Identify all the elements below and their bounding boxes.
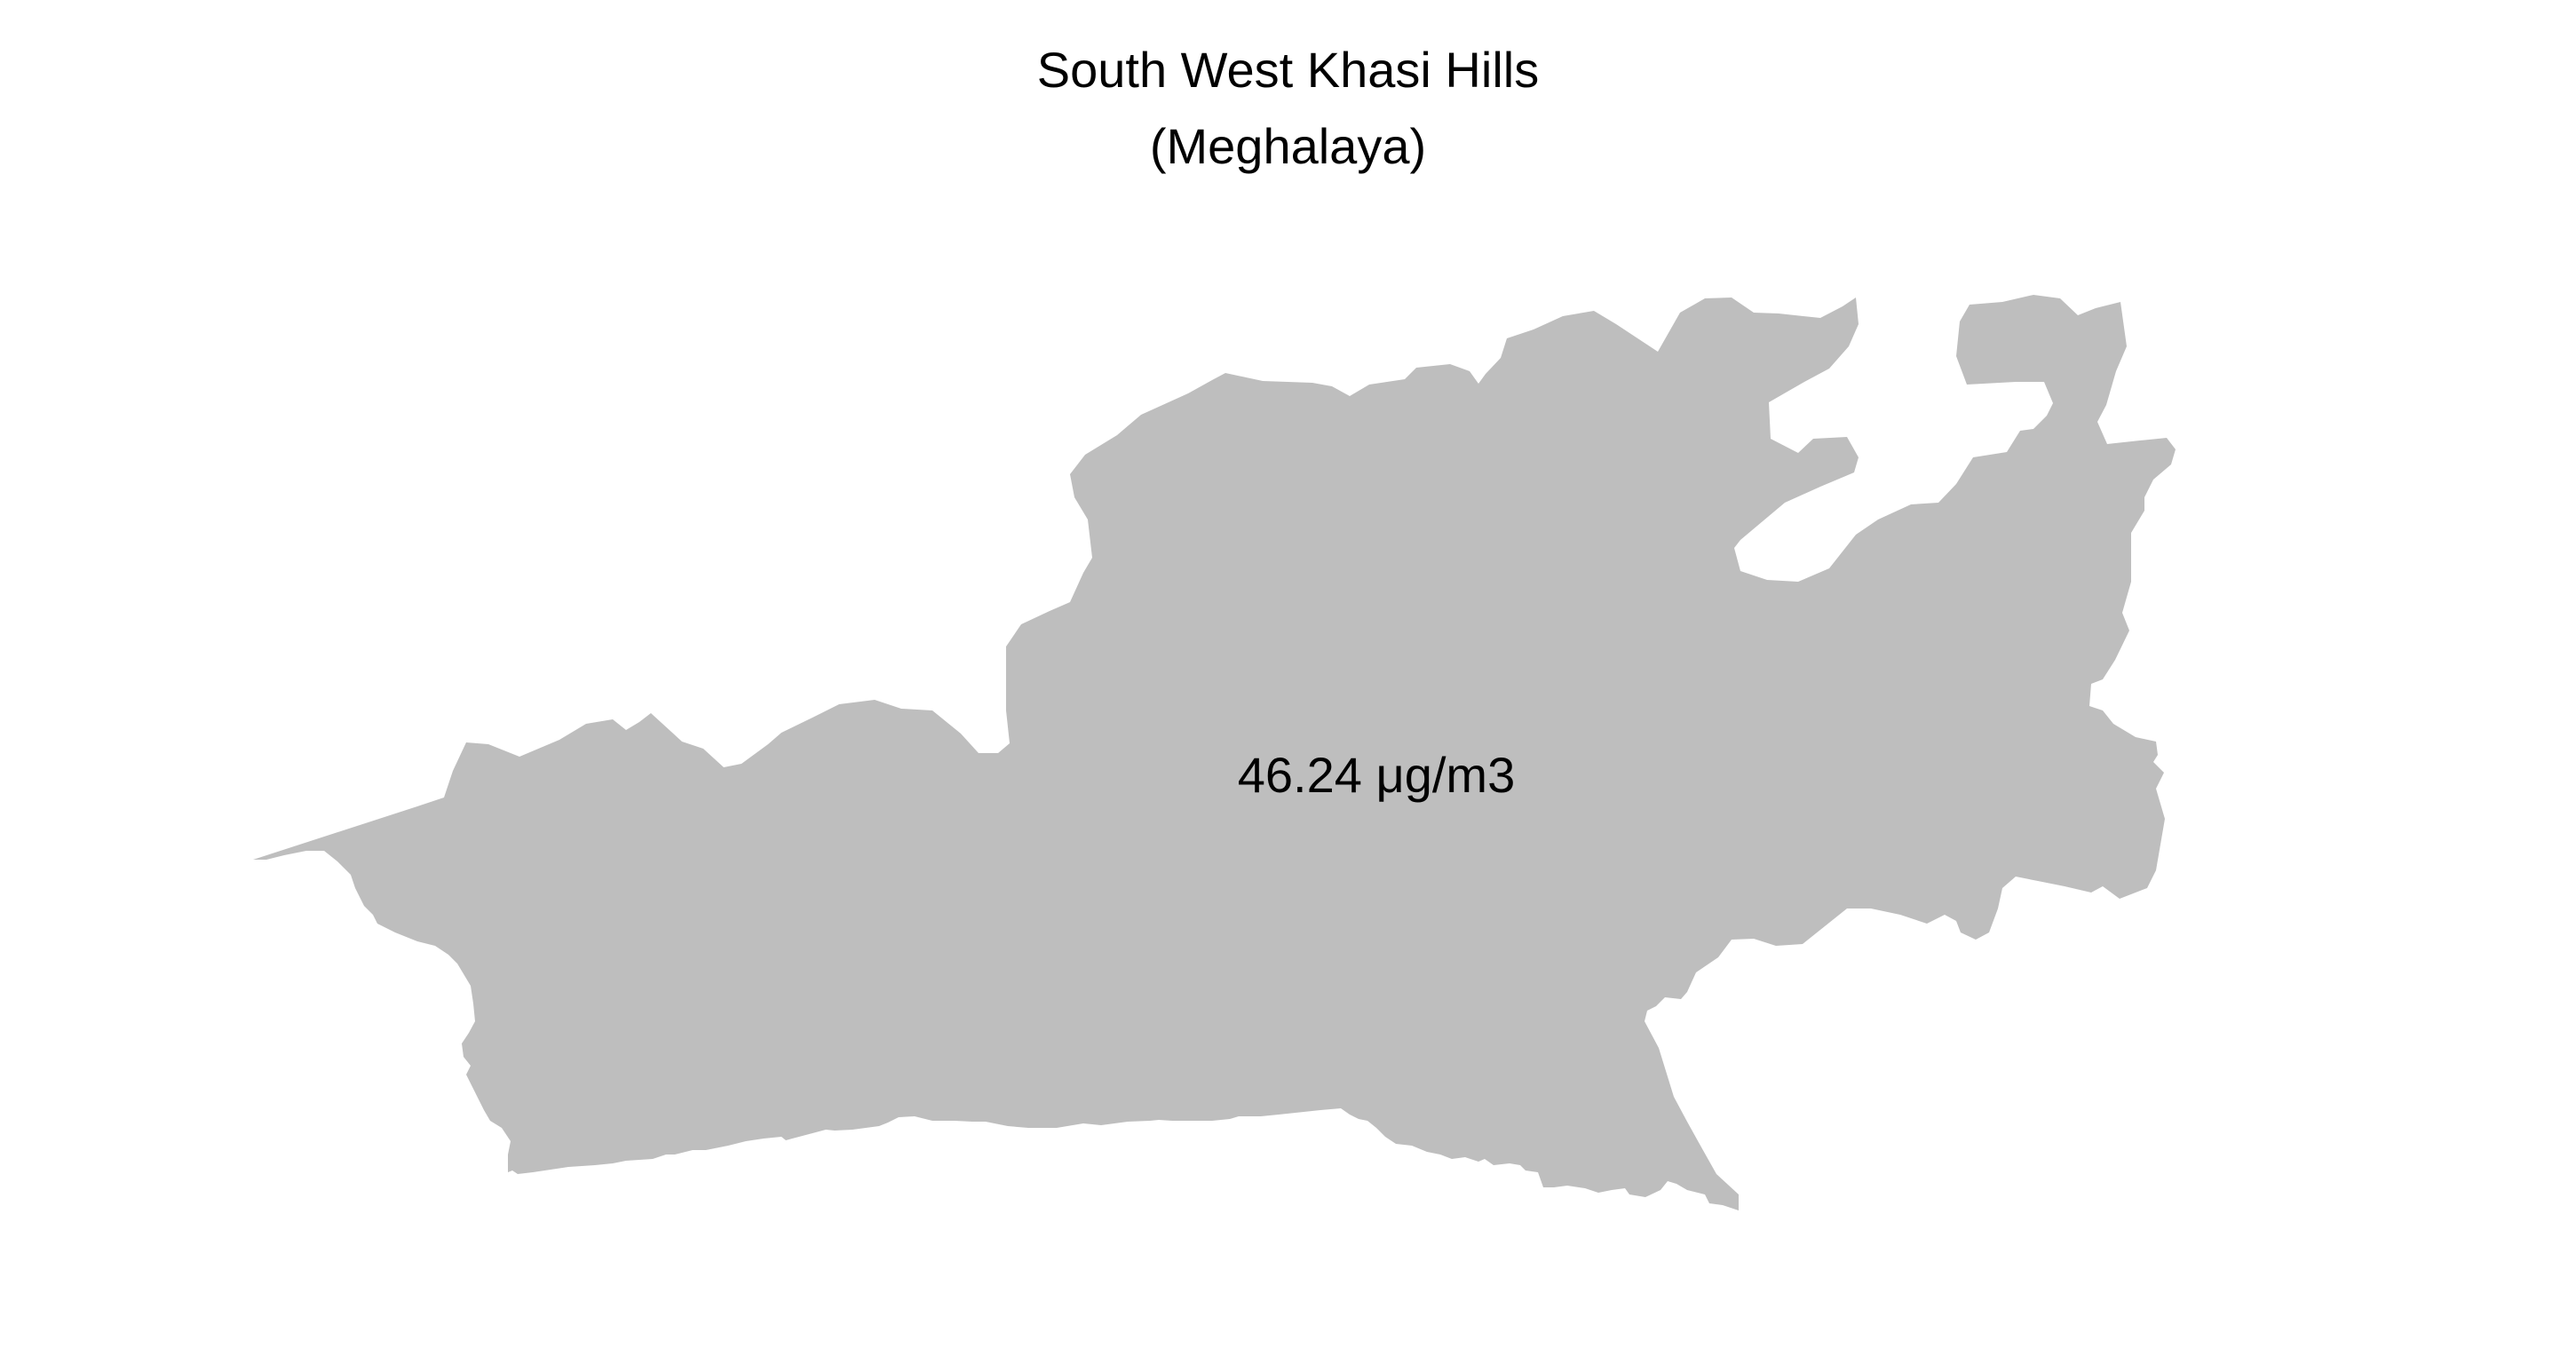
map-title: South West Khasi Hills bbox=[1036, 42, 1540, 98]
map-title-block: South West Khasi Hills (Meghalaya) bbox=[0, 32, 2576, 185]
region-value-label: 46.24 μg/m3 bbox=[1238, 747, 1515, 803]
map-subtitle: (Meghalaya) bbox=[1149, 118, 1427, 174]
district-shape bbox=[253, 295, 2176, 1210]
